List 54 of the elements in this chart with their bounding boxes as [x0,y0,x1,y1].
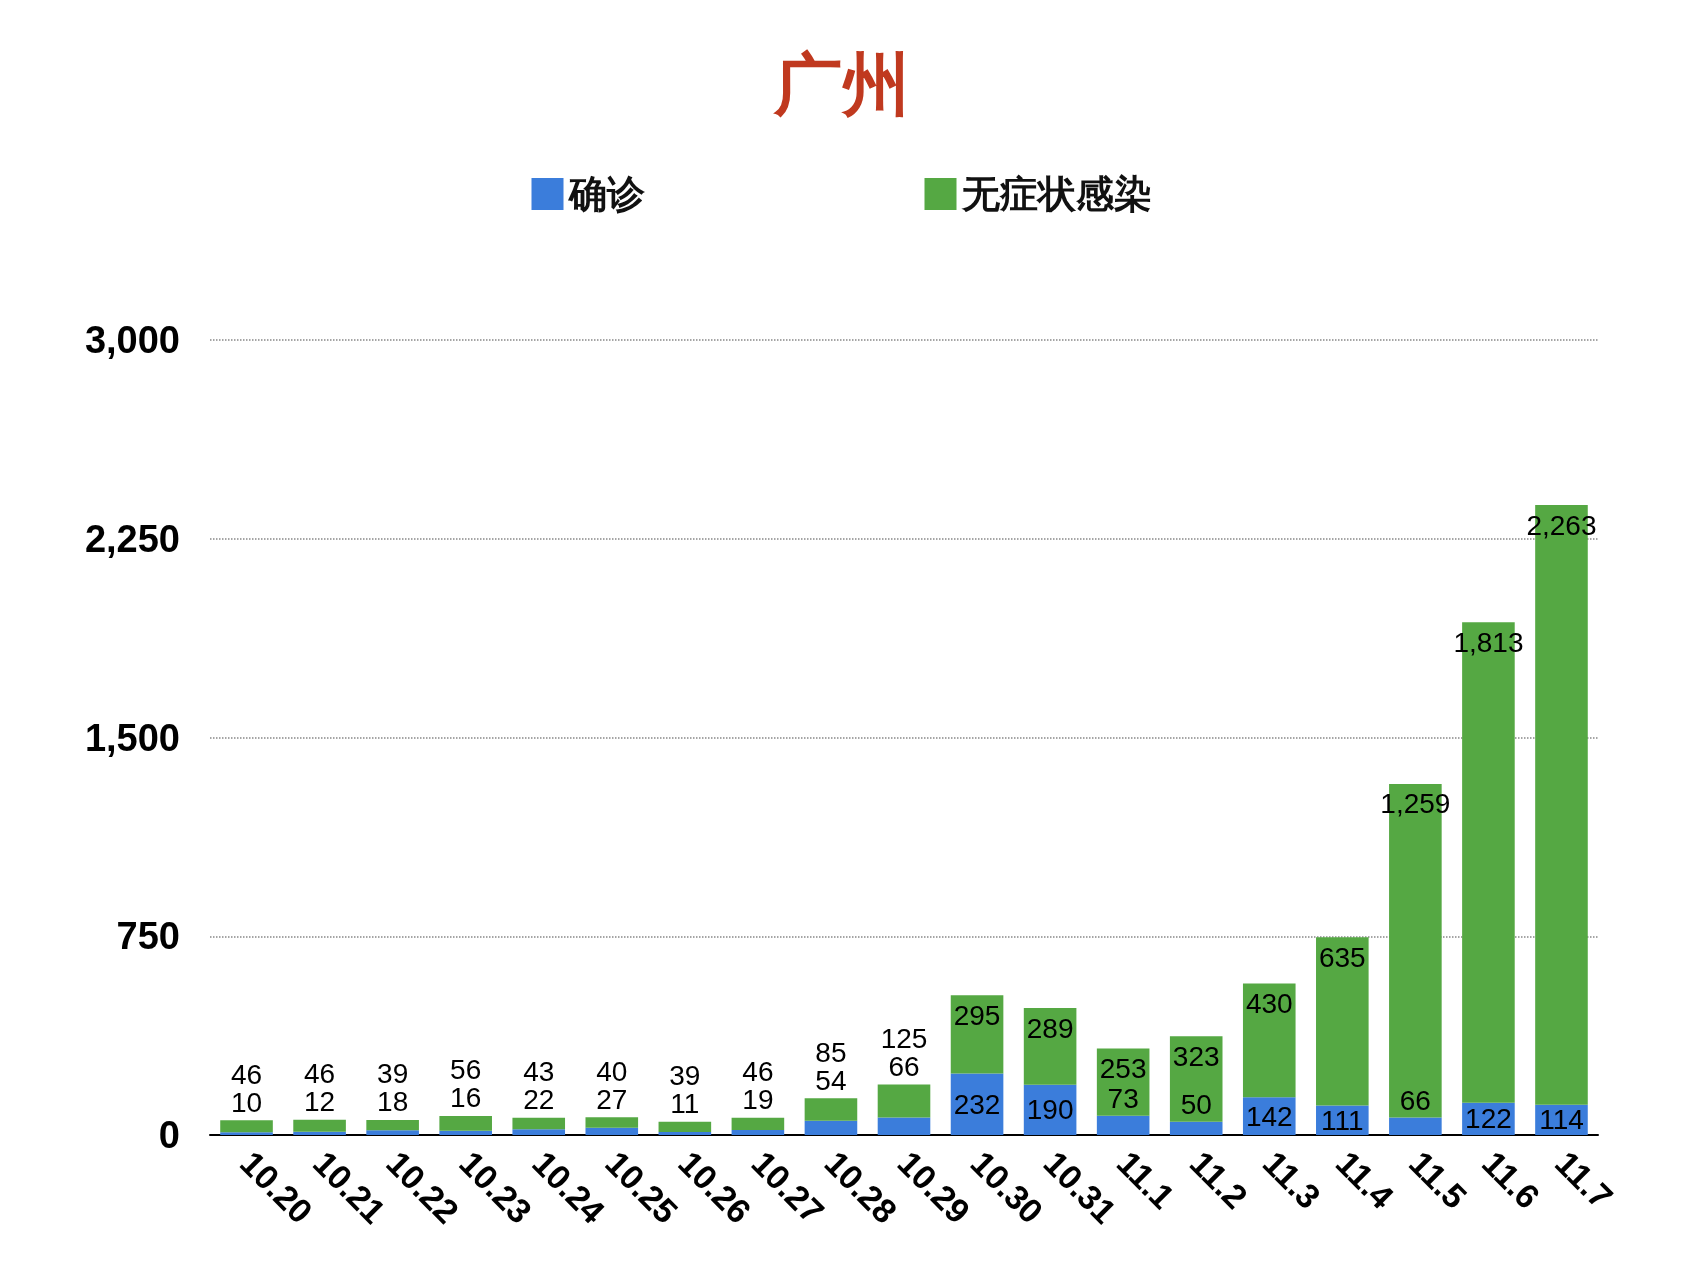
bar [804,1098,858,1121]
bar [731,1129,785,1135]
data-label: 323 [1172,1040,1220,1072]
bar [1316,937,1369,1106]
x-tick-label: 11.6 [1474,1143,1548,1216]
bar [585,1127,639,1135]
bar [366,1130,419,1135]
bar [220,1132,273,1135]
bar [1389,1117,1442,1135]
bar [439,1130,492,1135]
bar [512,1129,566,1135]
bar [366,1119,419,1131]
chart-title: 广州 [772,44,910,124]
bar [1242,983,1296,1098]
data-label: 289 [1026,1012,1074,1044]
y-tick-label: 1,500 [84,716,180,759]
data-label: 73 [1107,1083,1139,1115]
data-label: 142 [1245,1100,1293,1132]
bar [512,1117,566,1130]
data-label: 66 [1399,1085,1431,1117]
x-tick-label: 11.2 [1182,1143,1256,1216]
data-label: 232 [953,1088,1001,1120]
legend-label: 确诊 [566,172,646,216]
x-tick-label: 11.5 [1401,1143,1475,1216]
x-tick-label: 11.3 [1255,1143,1329,1216]
bar [293,1119,346,1132]
bar [731,1117,785,1130]
x-tick-label: 11.7 [1548,1143,1621,1216]
legend-label: 无症状感染 [960,172,1152,216]
data-label: 635 [1318,941,1366,973]
bar [877,1117,931,1135]
bar [877,1084,931,1118]
x-tick-label: 11.4 [1328,1143,1402,1216]
bar [1096,1115,1150,1135]
bar [293,1131,346,1135]
data-label: 430 [1245,987,1293,1019]
data-label: 253 [1099,1053,1147,1085]
bar [1169,1121,1223,1135]
bar [220,1120,273,1133]
bar [439,1115,492,1131]
data-label: 122 [1465,1103,1512,1135]
y-tick-label: 2,250 [84,517,180,560]
data-label: 190 [1026,1094,1074,1126]
bar [804,1120,858,1135]
y-tick-label: 3,000 [84,319,180,361]
data-label: 111 [1321,1104,1364,1136]
data-label: 295 [953,999,1001,1031]
bar [658,1132,712,1135]
y-tick-label: 0 [158,1114,180,1156]
y-tick-label: 750 [116,915,180,958]
bar [658,1121,712,1133]
bar [585,1117,639,1128]
data-label: 50 [1180,1089,1212,1121]
data-label: 114 [1539,1104,1584,1136]
